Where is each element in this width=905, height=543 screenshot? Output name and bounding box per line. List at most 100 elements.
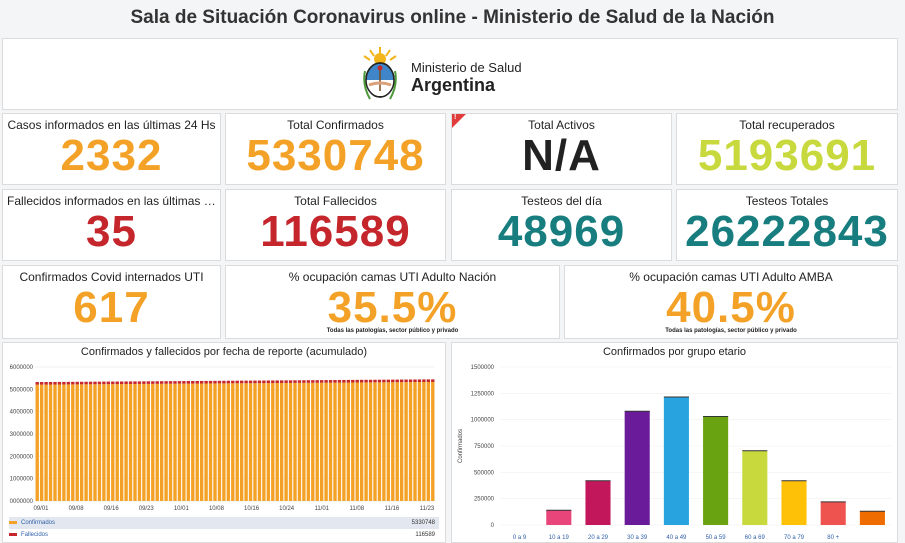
- brand-text: Ministerio de Salud Argentina: [411, 60, 522, 96]
- stat-value: N/A: [522, 131, 601, 180]
- bar-fallecidos: [426, 379, 431, 382]
- bar-confirmados: [226, 383, 231, 501]
- bar-confirmados: [262, 383, 266, 501]
- y-tick-label: 2000000: [10, 454, 34, 460]
- bar-confirmados: [182, 383, 186, 501]
- stat-card-testeos-totales: Testeos Totales 26222843: [676, 189, 898, 261]
- stat-value: 2332: [60, 131, 163, 180]
- coat-of-arms-icon: [363, 47, 397, 100]
- bar-confirmados: [426, 381, 431, 501]
- stat-title: Testeos Totales: [745, 194, 829, 208]
- bar-confirmados: [422, 382, 426, 501]
- x-tick-label: 60 a 69: [745, 535, 766, 541]
- bar-confirmados: [417, 382, 422, 501]
- bar-confirmados: [399, 382, 404, 501]
- stat-value: 48969: [497, 207, 626, 256]
- bar-confirmados: [346, 382, 351, 501]
- bar-confirmados: [373, 382, 377, 501]
- bar-confirmados: [213, 383, 217, 501]
- bar-fallecidos: [257, 380, 262, 384]
- bar-confirmados: [239, 383, 244, 501]
- stat-card-total-activos: ! Total Activos N/A: [451, 113, 672, 185]
- bar-confirmados: [199, 383, 204, 501]
- bar-confirmados: [248, 383, 253, 501]
- bar-confirmados: [235, 383, 239, 501]
- cumulative-bar-chart[interactable]: 0000000 1000000 2000000 3000000 4000000 50000…: [3, 359, 445, 529]
- bar-confirmados: [359, 382, 364, 501]
- stat-title: Total Activos: [528, 118, 595, 132]
- bar-confirmados: [368, 382, 373, 501]
- bar-fallecidos: [97, 381, 102, 385]
- bar-fallecidos: [88, 381, 93, 385]
- legend-value: 5330748: [411, 520, 435, 526]
- stat-value: 35: [86, 207, 137, 256]
- bar-fallecidos: [75, 381, 79, 385]
- bar-fallecidos: [208, 380, 213, 384]
- bar-fallecidos: [417, 379, 422, 383]
- age-group-bar-chart[interactable]: 0 250000 500000 750000 1000000 1250000 1500000…: [452, 359, 897, 543]
- bar-fallecidos: [297, 380, 302, 383]
- bar-confirmados: [266, 383, 271, 501]
- stat-card-internados-uti: Confirmados Covid internados UTI 617: [2, 265, 221, 339]
- warning-flag-icon[interactable]: !: [452, 114, 466, 128]
- bar-fallecidos: [373, 379, 377, 383]
- bar-fallecidos: [35, 382, 39, 385]
- bar-confirmados: [62, 384, 66, 501]
- warning-flag-label: !: [454, 114, 457, 121]
- bar-fallecidos: [71, 381, 75, 385]
- stat-title: Total Confirmados: [287, 118, 384, 132]
- bar-confirmados: [306, 382, 311, 501]
- bar-confirmados: [217, 383, 222, 501]
- y-tick-label: 0: [491, 523, 495, 529]
- sun-rays: [363, 47, 397, 61]
- bar-confirmados: [97, 384, 102, 501]
- bar-confirmados: [35, 384, 39, 501]
- bar-confirmados: [151, 383, 155, 501]
- legend-label: Fallecidos: [21, 532, 49, 538]
- bar-fallecidos: [284, 380, 288, 383]
- bar-fallecidos: [79, 381, 84, 385]
- legend-row-fallecidos[interactable]: Fallecidos 116589: [9, 529, 439, 541]
- legend-label: Confirmados: [21, 520, 56, 526]
- x-tick-label: 09/08: [69, 506, 85, 512]
- age-bar: [624, 411, 650, 525]
- x-tick-label: 09/01: [33, 506, 49, 512]
- bar-confirmados: [111, 384, 115, 501]
- y-tick-label: 6000000: [10, 365, 34, 371]
- bar-confirmados: [413, 382, 417, 501]
- bar-confirmados: [253, 383, 257, 501]
- y-tick-label: 250000: [474, 497, 495, 503]
- y-tick-label: 4000000: [10, 410, 34, 416]
- bar-confirmados: [173, 383, 177, 501]
- bar-fallecidos: [191, 381, 195, 384]
- bar-fallecidos: [404, 379, 408, 383]
- x-tick-label: 10/24: [279, 506, 295, 512]
- bar-confirmados: [79, 384, 84, 501]
- bar-confirmados: [155, 383, 159, 501]
- bar-fallecidos: [279, 380, 284, 383]
- bar-fallecidos: [359, 379, 364, 383]
- bar-confirmados: [159, 383, 164, 501]
- bar-confirmados: [208, 383, 213, 501]
- bar-confirmados: [328, 382, 333, 501]
- stat-note: Todas las patologías, sector público y p…: [665, 328, 797, 334]
- bar-fallecidos: [217, 380, 222, 384]
- bar-fallecidos: [324, 380, 328, 383]
- bar-fallecidos: [386, 379, 391, 383]
- y-axis-label: Confirmados: [458, 429, 464, 463]
- bar-fallecidos: [39, 382, 44, 385]
- bar-fallecidos: [173, 381, 177, 384]
- bar-fallecidos: [133, 381, 137, 384]
- bar-confirmados: [293, 382, 297, 501]
- bar-fallecidos: [159, 381, 164, 384]
- bar-confirmados: [133, 383, 137, 501]
- bar-confirmados: [102, 384, 106, 501]
- stat-title: % ocupación camas UTI Adulto Nación: [288, 270, 497, 284]
- stat-value: 40.5%: [666, 283, 796, 332]
- bar-confirmados: [342, 382, 346, 501]
- legend-row-confirmados[interactable]: Confirmados 5330748: [9, 517, 439, 529]
- bar-confirmados: [222, 383, 226, 501]
- y-tick-label: 500000: [474, 470, 495, 476]
- bar-confirmados: [106, 384, 111, 501]
- bar-confirmados: [128, 384, 133, 501]
